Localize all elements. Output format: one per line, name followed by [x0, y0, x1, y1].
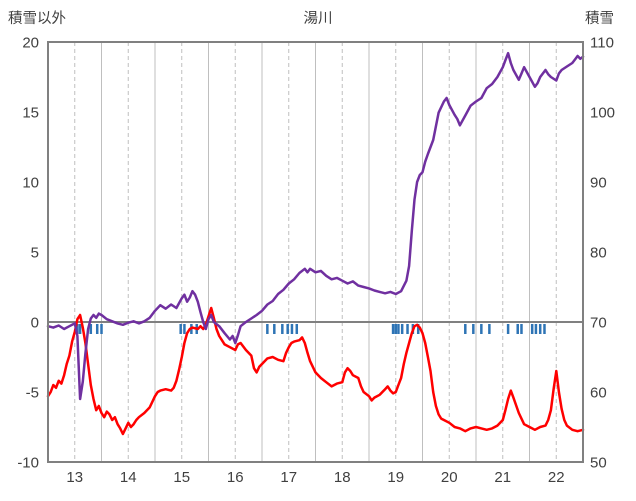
x-axis-tick-label: 13 — [66, 469, 83, 486]
chart-title: 湯川 — [303, 11, 333, 27]
right-axis-tick-label: 50 — [590, 455, 607, 472]
x-axis-tick-label: 16 — [227, 469, 244, 486]
right-axis-tick-label: 70 — [590, 315, 607, 332]
right-axis-tick-label: 80 — [590, 245, 607, 262]
right-axis-tick-label: 110 — [590, 35, 614, 52]
right-axis-title: 積雪 — [585, 11, 614, 27]
x-axis-tick-label: 14 — [120, 469, 137, 486]
right-axis-tick-label: 100 — [590, 105, 615, 122]
series-line-left-axis — [46, 306, 585, 436]
left-axis-title: 積雪以外 — [8, 11, 66, 27]
left-axis-tick-label: 15 — [22, 105, 39, 122]
right-axis-tick-label: 60 — [590, 385, 607, 402]
left-axis-tick-label: 0 — [31, 315, 39, 332]
left-axis-tick-label: 20 — [22, 35, 39, 52]
plot-border — [47, 41, 584, 463]
x-axis-tick-label: 15 — [173, 469, 190, 486]
right-axis-tick-label: 90 — [590, 175, 607, 192]
left-axis-tick-label: 5 — [31, 245, 39, 262]
x-axis-tick-label: 21 — [494, 469, 511, 486]
x-axis-tick-label: 18 — [334, 469, 351, 486]
series-line-right-axis — [46, 51, 585, 401]
left-axis-tick-label: -10 — [17, 455, 39, 472]
left-axis-tick-label: 10 — [22, 175, 39, 192]
x-axis-tick-label: 17 — [280, 469, 297, 486]
x-axis-tick-label: 22 — [548, 469, 565, 486]
left-axis-tick-label: -5 — [26, 385, 39, 402]
x-axis-tick-label: 20 — [441, 469, 458, 486]
x-axis-tick-label: 19 — [387, 469, 404, 486]
